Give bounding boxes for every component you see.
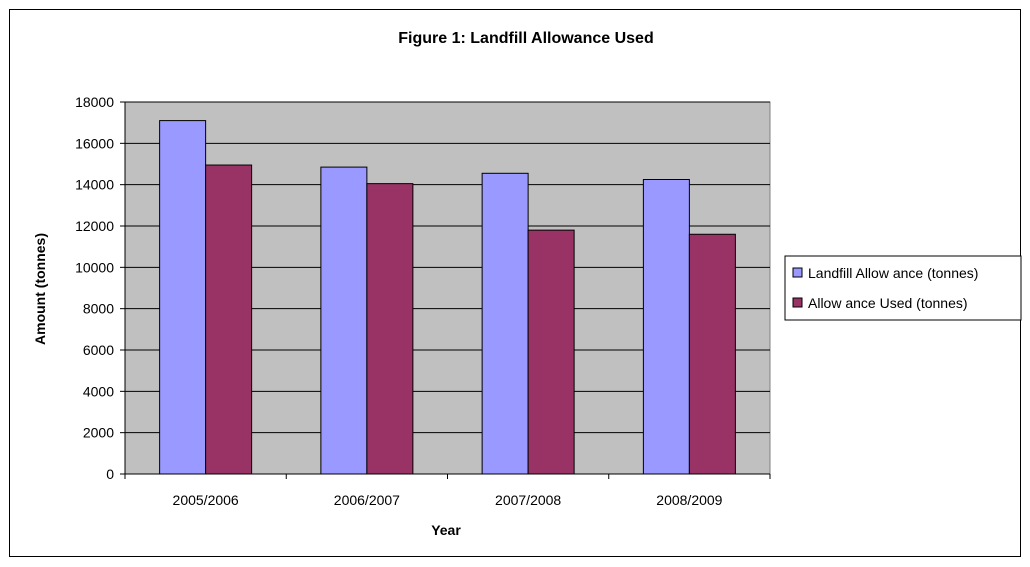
- bar-landfill-allowance-2: [481, 172, 529, 475]
- chart-title: Figure 1: Landfill Allowance Used: [398, 30, 653, 47]
- x-tick-label: 2008/2009: [656, 492, 722, 508]
- legend-swatch: [792, 267, 803, 278]
- y-tick-label: 6000: [83, 342, 114, 358]
- bar-landfill-allowance-3: [642, 179, 690, 475]
- legend-label: Allow ance Used (tonnes): [808, 295, 968, 311]
- bar-allowance-used-1: [366, 183, 414, 475]
- y-tick-label: 0: [106, 466, 114, 482]
- bar-allowance-used-3: [688, 233, 736, 475]
- bar-landfill-allowance-0: [159, 120, 207, 475]
- y-tick-label: 8000: [83, 301, 114, 317]
- y-axis-label: Amount (tonnes): [32, 233, 48, 345]
- bar-allowance-used-0: [205, 164, 253, 475]
- y-tick-label: 16000: [75, 135, 114, 151]
- y-tick-label: 10000: [75, 259, 114, 275]
- y-tick-label: 14000: [75, 177, 114, 193]
- legend: Landfill Allow ance (tonnes) Allow ance U…: [784, 255, 1022, 321]
- bar-allowance-used-2: [527, 229, 575, 475]
- x-tick-label: 2007/2008: [495, 492, 561, 508]
- bar-landfill-allowance-1: [320, 166, 368, 475]
- y-tick-label: 4000: [83, 383, 114, 399]
- plot-area: 0 2000 4000 6000 8000 10000 12000 14000 16000 180…: [75, 94, 771, 508]
- legend-box: [784, 255, 1022, 321]
- y-tick-label: 12000: [75, 218, 114, 234]
- x-tick-label: 2005/2006: [173, 492, 239, 508]
- legend-swatch: [792, 297, 803, 308]
- x-axis-label: Year: [431, 522, 461, 538]
- x-tick-label: 2006/2007: [334, 492, 400, 508]
- legend-label: Landfill Allow ance (tonnes): [808, 265, 978, 281]
- y-tick-label: 18000: [75, 94, 114, 110]
- y-tick-label: 2000: [83, 425, 114, 441]
